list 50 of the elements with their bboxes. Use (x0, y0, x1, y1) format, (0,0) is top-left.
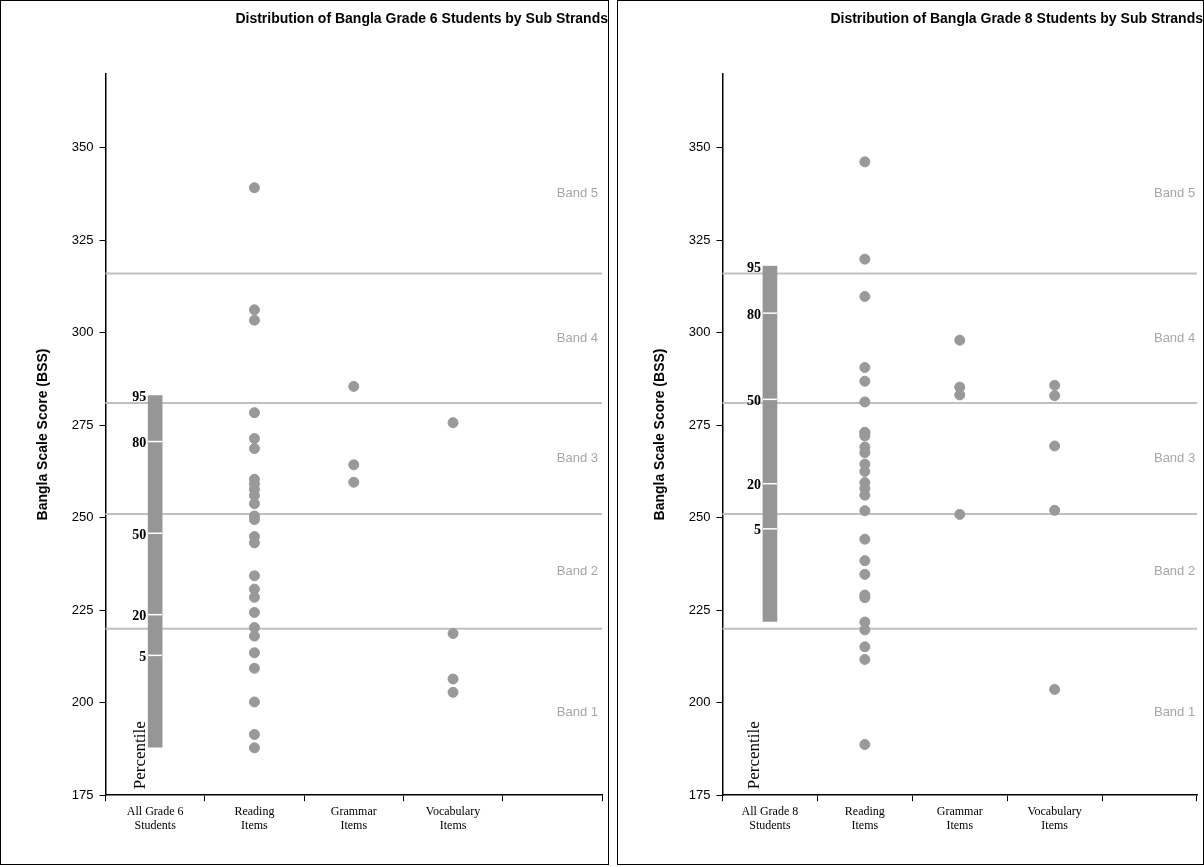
y-tick-label: 225 (71, 601, 94, 617)
annotation: 80 (132, 435, 147, 451)
y-tick-label: 175 (71, 786, 94, 802)
annotation: 50 (132, 526, 147, 542)
y-axis-title: Bangla Scale Score (BSS) (651, 348, 668, 521)
x-tick-label: Reading Items (844, 803, 885, 832)
y-tick-label: 225 (688, 601, 711, 617)
y-tick-label: 275 (688, 416, 711, 432)
y-tick-label: 250 (688, 509, 711, 525)
annotation: Band 4 (556, 329, 598, 345)
x-tick-label: Reading Items (234, 803, 275, 832)
chart-title: Distribution of Bangla Grade 8 Students by Sub Strands (830, 10, 1204, 27)
y-tick-label: 200 (688, 694, 711, 710)
y-tick-label: 175 (688, 786, 711, 802)
annotation: Band 1 (1153, 703, 1196, 719)
x-tick-label: All Grade 8 Students (741, 803, 799, 832)
x-tick-label: Grammar Items (936, 803, 983, 832)
y-tick-label: 300 (688, 324, 711, 340)
x-tick-label: Vocabulary Items (425, 803, 481, 832)
annotation: Band 3 (556, 450, 598, 466)
annotation: Band 1 (556, 703, 598, 719)
annotation: Band 5 (1153, 185, 1196, 201)
y-tick-label: 325 (71, 231, 94, 247)
annotation: 50 (746, 392, 761, 408)
annotation: Band 5 (556, 185, 598, 201)
y-tick-label: 350 (688, 139, 711, 155)
annotation: Percentile (744, 721, 764, 790)
annotation: 5 (139, 648, 147, 664)
annotation: 20 (132, 608, 147, 624)
x-tick-label: Vocabulary Items (1027, 803, 1082, 832)
y-axis-title: Bangla Scale Score (BSS) (34, 348, 51, 521)
annotation: 95 (746, 259, 761, 275)
x-tick-label: Grammar Items (330, 803, 377, 832)
annotation: Band 2 (556, 562, 598, 578)
annotation: 20 (746, 477, 761, 493)
y-tick-label: 325 (688, 231, 711, 247)
annotation: 95 (132, 389, 147, 405)
annotation: Band 4 (1153, 329, 1196, 345)
annotation: Percentile (129, 721, 149, 790)
chart-title: Distribution of Bangla Grade 6 Students by Sub Strands (235, 10, 609, 27)
y-tick-label: 275 (71, 416, 94, 432)
y-tick-label: 200 (71, 694, 94, 710)
annotation: Band 2 (1153, 562, 1196, 578)
annotation: Band 3 (1153, 450, 1196, 466)
annotation: 5 (753, 522, 761, 538)
y-tick-label: 350 (71, 139, 94, 155)
y-tick-label: 300 (71, 324, 94, 340)
x-tick-label: All Grade 6 Students (126, 803, 184, 832)
y-tick-label: 250 (71, 509, 94, 525)
annotation: 80 (746, 306, 761, 322)
